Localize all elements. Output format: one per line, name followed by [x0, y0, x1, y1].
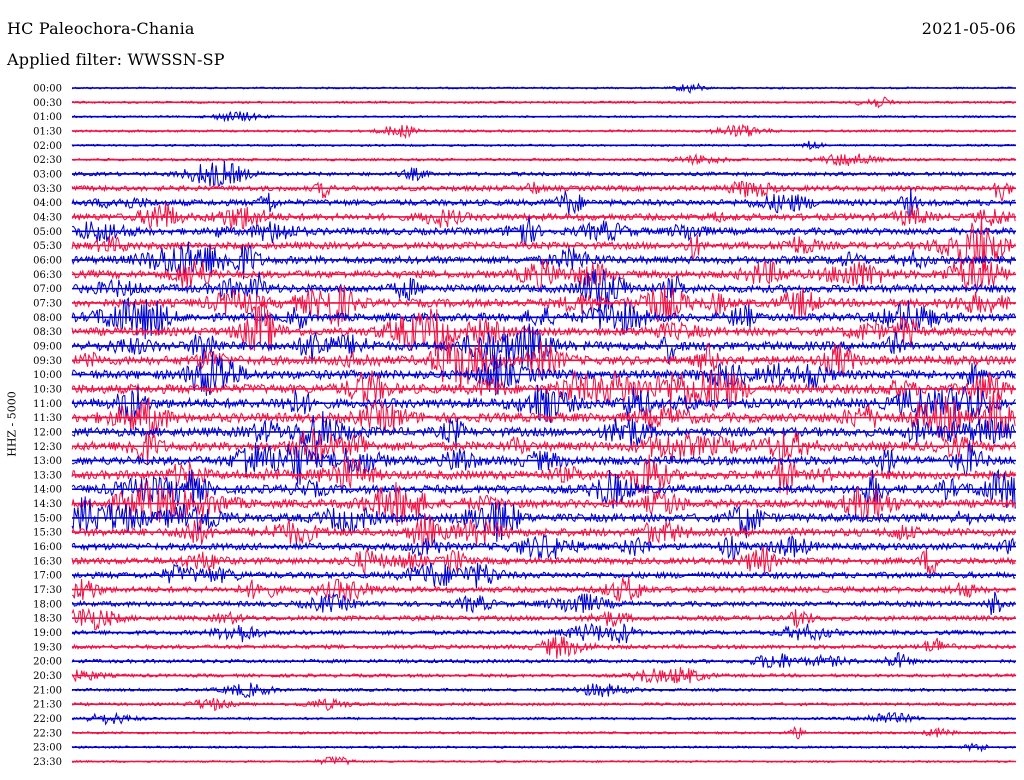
time-tick-label: 16:00 — [33, 542, 62, 553]
time-tick-label: 05:00 — [33, 227, 62, 238]
trace-line — [71, 384, 1016, 427]
trace-line — [71, 256, 1016, 291]
date-label: 2021-05-06 — [921, 19, 1016, 38]
trace-line — [71, 652, 1016, 669]
time-tick-label: 20:00 — [33, 657, 62, 668]
time-tick-label: 10:00 — [33, 370, 62, 381]
trace-line — [71, 300, 1016, 357]
trace-line — [71, 441, 1016, 485]
trace-line — [71, 622, 1016, 644]
trace-line — [71, 755, 1016, 766]
time-tick-label: 20:30 — [33, 671, 62, 682]
time-tick-label: 17:30 — [33, 585, 62, 596]
time-tick-label: 19:00 — [33, 628, 62, 639]
trace-line — [71, 215, 1016, 276]
trace-line — [71, 296, 1016, 340]
time-tick-label: 14:30 — [33, 499, 62, 510]
trace-line — [71, 534, 1016, 562]
trace-line — [71, 636, 1016, 659]
time-tick-label: 03:30 — [33, 184, 62, 195]
time-tick-label: 15:30 — [33, 528, 62, 539]
trace-line — [71, 479, 1016, 527]
time-tick-label: 07:00 — [33, 284, 62, 295]
trace-line — [71, 202, 1016, 230]
time-tick-label: 14:00 — [33, 485, 62, 496]
time-tick-label: 21:30 — [33, 700, 62, 711]
trace-line — [71, 369, 1016, 412]
trace-line — [71, 562, 1016, 589]
time-tick-label: 21:00 — [33, 685, 62, 696]
time-tick-label: 10:30 — [33, 384, 62, 395]
time-tick-label: 05:30 — [33, 241, 62, 252]
time-tick-label: 13:00 — [33, 456, 62, 467]
station-title: HC Paleochora-Chania — [7, 19, 195, 38]
time-tick-label: 04:00 — [33, 198, 62, 209]
trace-line — [71, 335, 1016, 388]
time-tick-label: 16:30 — [33, 556, 62, 567]
time-tick-label: 11:00 — [33, 399, 62, 410]
time-tick-label: 08:00 — [33, 313, 62, 324]
time-tick-label: 01:30 — [33, 126, 62, 137]
time-tick-label: 06:00 — [33, 255, 62, 266]
time-tick-label: 22:00 — [33, 714, 62, 725]
time-tick-label: 02:30 — [33, 155, 62, 166]
time-tick-label: 15:00 — [33, 513, 62, 524]
time-tick-label: 23:00 — [33, 743, 62, 754]
filter-label: Applied filter: WWSSN-SP — [7, 50, 225, 69]
time-tick-label: 18:00 — [33, 599, 62, 610]
time-tick-label: 23:30 — [33, 757, 62, 768]
trace-line — [71, 284, 1016, 327]
trace-line — [71, 468, 1016, 509]
time-tick-label: 18:30 — [33, 614, 62, 625]
time-tick-label: 19:30 — [33, 642, 62, 653]
time-tick-label: 07:30 — [33, 298, 62, 309]
time-tick-label: 12:30 — [33, 442, 62, 453]
trace-line — [71, 180, 1016, 202]
time-tick-label: 12:00 — [33, 427, 62, 438]
time-tick-label: 01:00 — [33, 112, 62, 123]
time-tick-label: 03:00 — [33, 169, 62, 180]
time-tick-label: 08:30 — [33, 327, 62, 338]
time-tick-label: 06:30 — [33, 270, 62, 281]
time-tick-label: 09:30 — [33, 356, 62, 367]
time-tick-label: 04:30 — [33, 212, 62, 223]
trace-line — [71, 591, 1016, 616]
time-tick-label: 09:00 — [33, 341, 62, 352]
time-tick-label: 11:30 — [33, 413, 62, 424]
time-tick-label: 00:00 — [33, 84, 62, 95]
time-tick-label: 22:30 — [33, 728, 62, 739]
time-tick-label: 00:30 — [33, 98, 62, 109]
time-tick-label: 02:00 — [33, 141, 62, 152]
trace-line — [71, 607, 1016, 631]
trace-line — [71, 269, 1016, 312]
trace-line — [71, 454, 1016, 495]
trace-line — [71, 513, 1016, 551]
time-tick-label: 17:00 — [33, 571, 62, 582]
time-tick-label: 13:30 — [33, 470, 62, 481]
trace-line — [71, 428, 1016, 465]
